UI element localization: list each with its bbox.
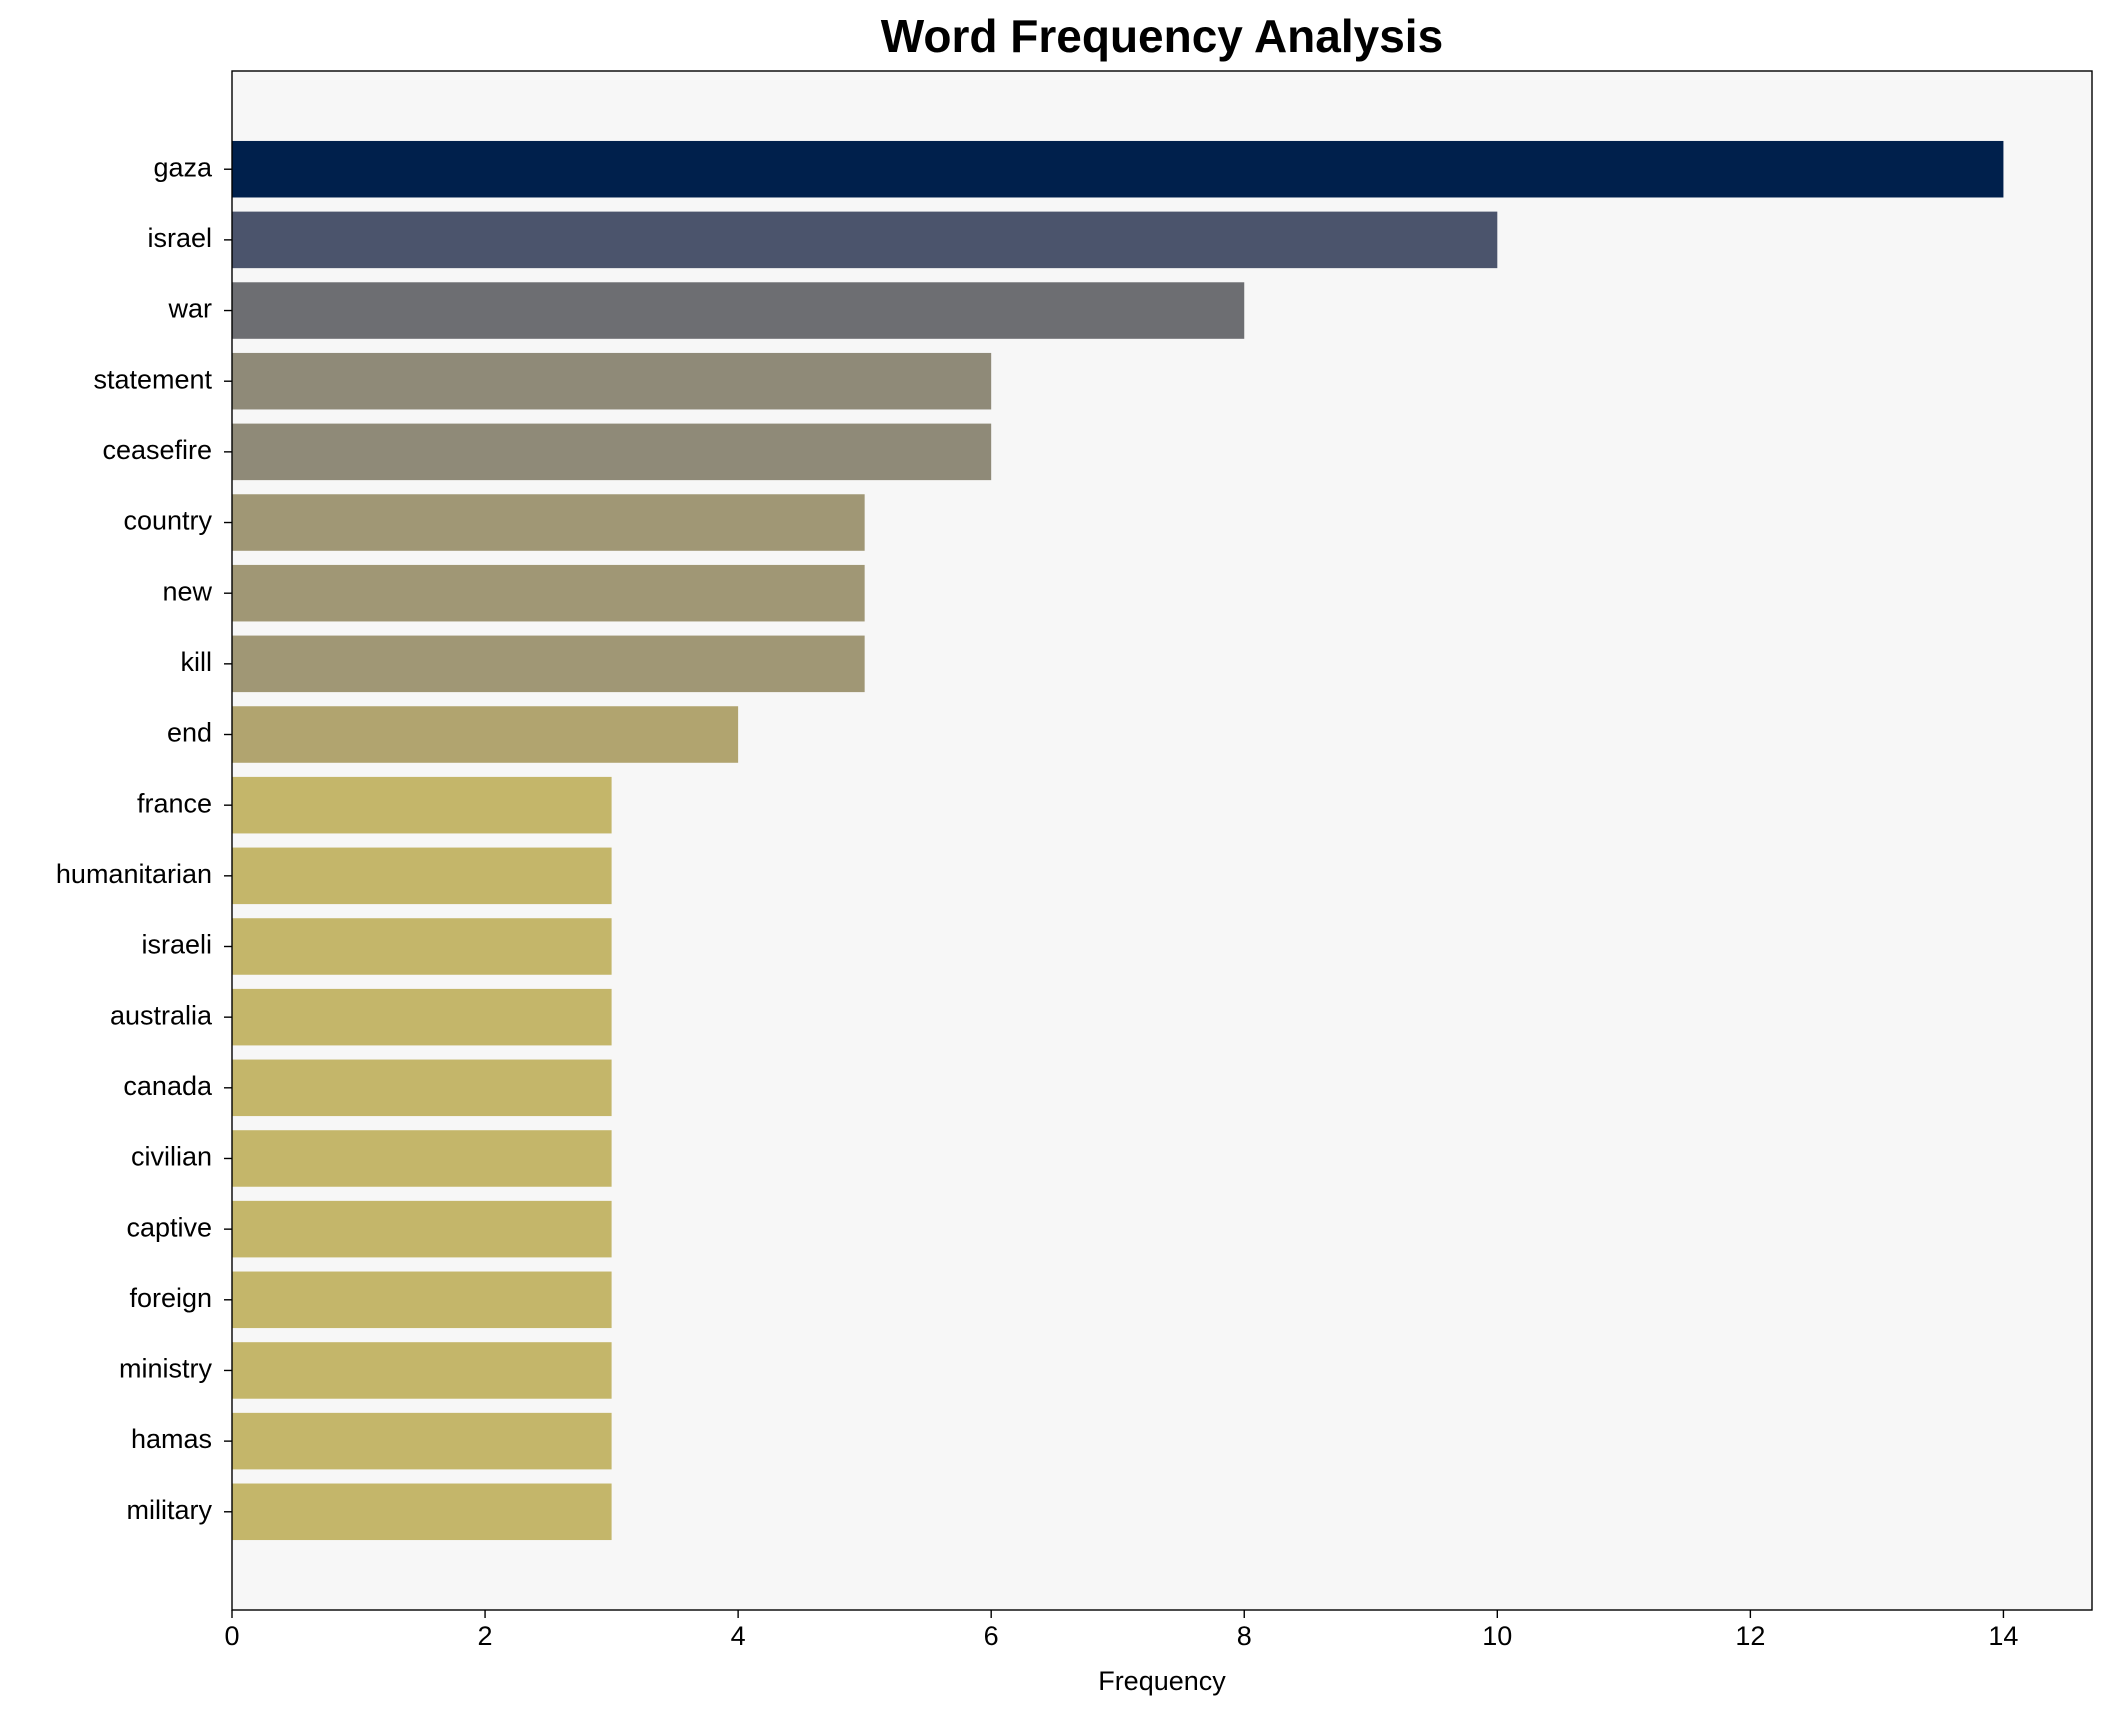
x-tick-label: 14 <box>1988 1621 2018 1651</box>
bar <box>232 494 865 551</box>
x-tick-label: 2 <box>478 1621 493 1651</box>
bar <box>232 282 1245 339</box>
chart-title: Word Frequency Analysis <box>881 10 1443 62</box>
x-tick-label: 10 <box>1482 1621 1512 1651</box>
y-tick-label: military <box>127 1495 213 1525</box>
bar <box>232 847 612 905</box>
y-tick-label: war <box>167 294 212 324</box>
x-tick-label: 0 <box>224 1621 239 1651</box>
bar <box>232 635 865 693</box>
y-tick-label: canada <box>123 1071 213 1101</box>
y-tick-label: foreign <box>129 1283 212 1313</box>
y-tick-label: kill <box>181 647 213 677</box>
bar <box>232 1200 612 1258</box>
bar <box>232 776 612 834</box>
plot-frame <box>231 70 2093 1611</box>
y-tick-label: israeli <box>141 930 212 960</box>
y-tick-label: statement <box>93 364 212 394</box>
bar <box>232 1342 612 1399</box>
bar <box>232 1483 612 1541</box>
x-tick-label: 4 <box>731 1621 746 1651</box>
x-tick-label: 6 <box>984 1621 999 1651</box>
y-tick-label: captive <box>126 1212 212 1242</box>
y-tick-label: australia <box>110 1000 213 1030</box>
y-tick-label: ministry <box>119 1354 212 1384</box>
bar <box>232 1059 612 1117</box>
y-tick-label: israel <box>147 223 212 253</box>
y-tick-label: end <box>167 718 212 748</box>
bar <box>232 1271 612 1329</box>
y-tick-label: country <box>123 506 212 536</box>
bar <box>232 988 612 1046</box>
bar <box>232 1130 612 1187</box>
bar <box>232 140 2004 198</box>
bar <box>232 706 739 763</box>
y-tick-label: new <box>162 576 212 606</box>
x-tick-label: 8 <box>1237 1621 1252 1651</box>
bar <box>232 352 992 410</box>
bar <box>232 423 992 481</box>
bar <box>232 211 1498 269</box>
bar <box>232 564 865 622</box>
bar <box>232 918 612 975</box>
y-tick-label: france <box>137 788 212 818</box>
y-tick-label: humanitarian <box>56 859 212 889</box>
y-tick-label: civilian <box>131 1142 212 1172</box>
y-tick-label: gaza <box>153 152 213 182</box>
y-tick-label: hamas <box>131 1424 212 1454</box>
x-tick-label: 12 <box>1735 1621 1765 1651</box>
bar <box>232 1412 612 1470</box>
x-axis-label: Frequency <box>1098 1666 1226 1696</box>
y-tick-label: ceasefire <box>102 435 212 465</box>
